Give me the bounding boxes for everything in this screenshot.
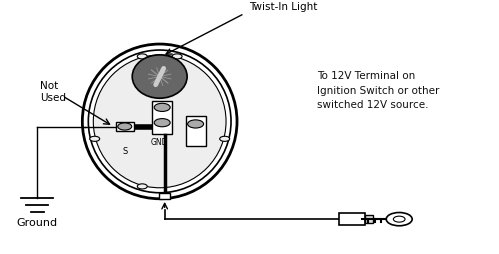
Bar <box>152 102 172 135</box>
Circle shape <box>154 119 170 127</box>
Ellipse shape <box>93 56 226 188</box>
Text: Ground: Ground <box>17 217 58 227</box>
Text: I: I <box>163 147 166 155</box>
Text: GND: GND <box>150 138 168 147</box>
Text: Not
Used: Not Used <box>40 80 66 103</box>
Circle shape <box>188 120 204 129</box>
Circle shape <box>386 213 412 226</box>
Bar <box>159 194 170 199</box>
Circle shape <box>220 137 230 142</box>
Circle shape <box>172 55 182 60</box>
Circle shape <box>118 123 132 131</box>
Text: S: S <box>122 147 127 155</box>
Circle shape <box>137 184 147 189</box>
Ellipse shape <box>93 56 226 188</box>
Circle shape <box>393 216 405 222</box>
Text: Twist-In Light: Twist-In Light <box>250 2 318 12</box>
Circle shape <box>154 104 170 112</box>
Circle shape <box>90 137 100 142</box>
Bar <box>186 116 206 147</box>
Bar <box>365 216 373 223</box>
Ellipse shape <box>132 56 187 99</box>
Bar <box>116 122 134 132</box>
Circle shape <box>137 55 147 60</box>
Bar <box>339 213 365 225</box>
Text: To 12V Terminal on
Ignition Switch or other
switched 12V source.: To 12V Terminal on Ignition Switch or ot… <box>317 71 439 110</box>
